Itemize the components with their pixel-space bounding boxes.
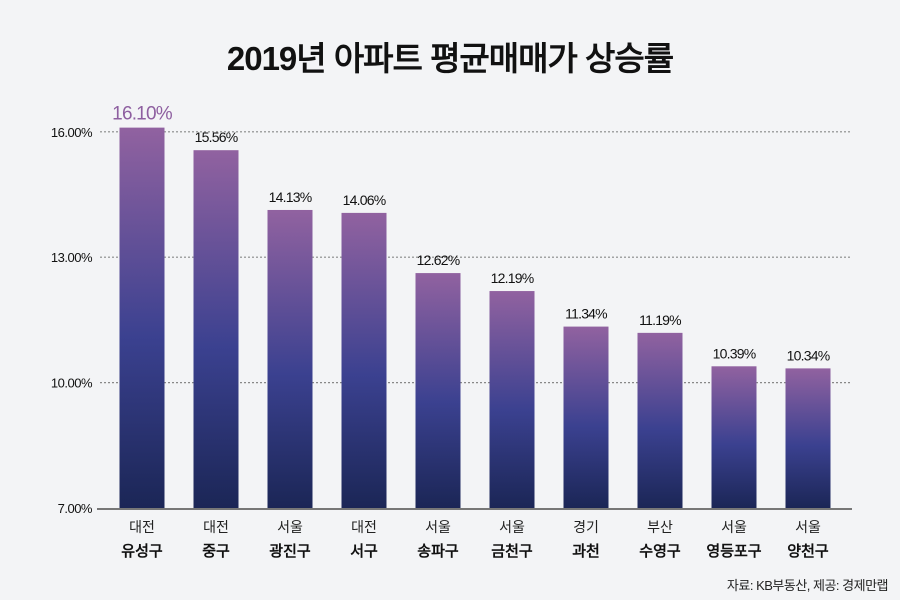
bar [341,212,387,508]
x-tick-district: 서구 [350,543,378,560]
y-tick-label: 16.00% [51,125,93,140]
bar [193,150,239,508]
bar [637,332,683,508]
x-tick-region: 대전 [203,519,229,535]
data-label: 12.62% [417,252,460,268]
data-label: 10.39% [713,345,756,361]
bar [785,368,831,508]
data-label: 11.19% [639,312,681,328]
x-tick-region: 서울 [721,519,747,535]
x-tick-district: 송파구 [417,543,459,560]
bar [563,326,609,508]
data-label: 11.34% [565,306,607,322]
data-label: 14.13% [269,189,312,205]
x-tick-region: 경기 [573,519,599,535]
y-tick-label: 7.00% [58,501,93,516]
x-tick-region: 서울 [499,519,525,535]
bar [267,209,313,508]
x-tick-district: 유성구 [121,542,163,560]
x-tick-district: 양천구 [787,542,829,560]
source-note: 자료: KB부동산, 제공: 경제만랩 [726,578,889,593]
bar [711,366,757,508]
x-tick-district: 과천 [572,542,600,560]
x-tick-region: 부산 [647,519,673,535]
x-tick-district: 중구 [202,543,230,560]
data-label: 16.10% [112,104,173,125]
x-tick-district: 수영구 [639,542,681,560]
data-label: 12.19% [491,270,534,286]
x-tick-region: 대전 [129,519,155,535]
x-tick-region: 서울 [425,519,451,535]
x-tick-district: 금천구 [491,542,533,560]
data-label: 10.34% [787,347,830,363]
data-label: 14.06% [343,192,386,208]
y-tick-label: 10.00% [51,376,93,391]
x-tick-district: 영등포구 [706,542,761,560]
x-tick-region: 대전 [351,519,377,535]
x-tick-district: 광진구 [269,542,311,560]
data-label: 15.56% [195,129,238,145]
x-tick-region: 서울 [277,519,303,535]
y-tick-label: 13.00% [51,250,93,265]
bar [415,273,461,508]
bar [119,127,165,509]
chart-title: 2019년 아파트 평균매매가 상승률 [226,40,674,77]
x-tick-region: 서울 [795,519,821,535]
bar [489,291,535,508]
